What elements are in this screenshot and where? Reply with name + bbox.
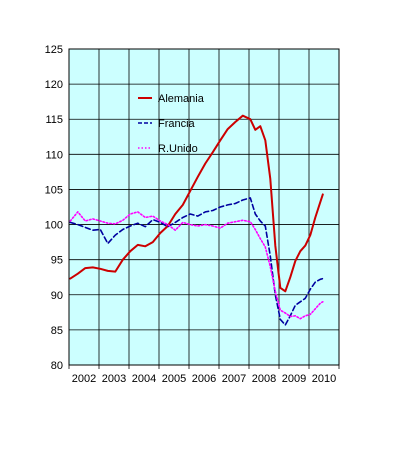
- legend-label: Alemania: [158, 93, 205, 105]
- x-tick-label: 2003: [102, 373, 126, 385]
- legend: Alemania Francia R.Unido: [138, 93, 205, 155]
- y-axis-tick-labels: 80 85 90 95 100 105 110 115 120 125: [45, 44, 63, 372]
- x-tick-label: 2002: [72, 373, 96, 385]
- y-tick-label: 120: [45, 79, 63, 91]
- plot-frame: [68, 48, 340, 366]
- series-layer: [69, 114, 324, 326]
- x-tick-label: 2004: [132, 373, 156, 385]
- x-axis-tick-labels: 2002 2003 2004 2005 2006 2007 2008 2009 2010: [72, 373, 336, 385]
- x-tick-label: 2010: [312, 373, 336, 385]
- series-line-alemania: [69, 114, 324, 293]
- x-tick-label: 2009: [282, 373, 306, 385]
- y-tick-label: 125: [45, 44, 63, 56]
- y-tick-label: 115: [45, 114, 63, 126]
- plot-area: [69, 49, 339, 365]
- x-tick-label: 2007: [222, 373, 246, 385]
- series-line-francia: [69, 197, 324, 326]
- y-tick-label: 100: [45, 220, 63, 232]
- x-tick-label: 2005: [162, 373, 186, 385]
- y-tick-label: 90: [51, 290, 63, 302]
- series-line-r-unido: [69, 211, 324, 320]
- y-tick-label: 85: [51, 325, 63, 337]
- y-tick-label: 95: [51, 255, 63, 267]
- x-tick-label: 2008: [252, 373, 276, 385]
- legend-label: R.Unido: [158, 143, 198, 155]
- y-tick-label: 80: [51, 360, 63, 372]
- y-tick-label: 110: [45, 149, 63, 161]
- legend-label: Francia: [158, 118, 196, 130]
- y-tick-label: 105: [45, 184, 63, 196]
- x-tick-label: 2006: [192, 373, 216, 385]
